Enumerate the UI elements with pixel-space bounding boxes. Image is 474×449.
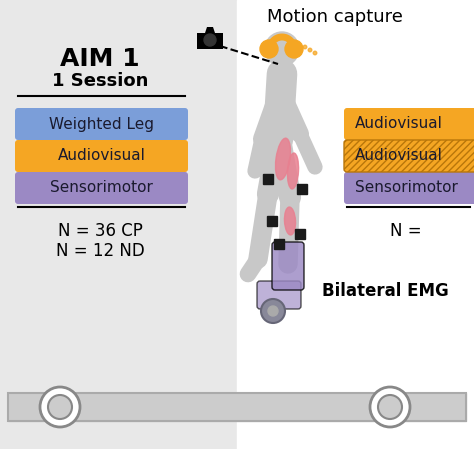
Text: N =: N = <box>390 222 422 240</box>
FancyBboxPatch shape <box>344 172 474 204</box>
Text: Audiovisual: Audiovisual <box>355 149 443 163</box>
Text: N = 36 CP: N = 36 CP <box>57 222 143 240</box>
Circle shape <box>48 395 72 419</box>
Circle shape <box>370 387 410 427</box>
Text: Audiovisual: Audiovisual <box>57 149 146 163</box>
FancyBboxPatch shape <box>15 140 188 172</box>
Bar <box>8 393 466 421</box>
Text: Weighted Leg: Weighted Leg <box>49 116 154 132</box>
Bar <box>0 0 237 449</box>
Text: 1 Session: 1 Session <box>52 72 148 90</box>
Bar <box>8 393 466 421</box>
Circle shape <box>268 306 278 316</box>
Bar <box>274 239 284 249</box>
Circle shape <box>378 395 402 419</box>
Text: Motion capture: Motion capture <box>267 8 403 26</box>
Circle shape <box>313 51 317 55</box>
Text: Sensorimotor: Sensorimotor <box>50 180 153 195</box>
Circle shape <box>40 387 80 427</box>
FancyBboxPatch shape <box>344 108 474 140</box>
FancyBboxPatch shape <box>257 281 301 309</box>
Bar <box>237 0 474 449</box>
Circle shape <box>265 32 299 66</box>
Circle shape <box>285 40 303 58</box>
FancyBboxPatch shape <box>15 108 188 140</box>
Polygon shape <box>205 27 215 33</box>
Text: Bilateral EMG: Bilateral EMG <box>322 282 448 300</box>
Text: Sensorimotor: Sensorimotor <box>355 180 458 195</box>
Circle shape <box>204 34 216 46</box>
Text: Audiovisual: Audiovisual <box>355 116 443 132</box>
FancyBboxPatch shape <box>272 242 304 290</box>
Bar <box>267 216 277 226</box>
Ellipse shape <box>275 138 291 180</box>
Polygon shape <box>197 33 223 49</box>
Text: N = 12 ND: N = 12 ND <box>55 242 145 260</box>
Circle shape <box>260 40 278 58</box>
Circle shape <box>261 299 285 323</box>
FancyBboxPatch shape <box>344 140 474 172</box>
Ellipse shape <box>287 153 299 189</box>
Ellipse shape <box>284 207 296 235</box>
FancyBboxPatch shape <box>15 172 188 204</box>
Bar <box>297 184 307 194</box>
Text: AIM 1: AIM 1 <box>60 47 140 71</box>
Bar <box>263 174 273 184</box>
Circle shape <box>303 45 307 49</box>
Bar <box>295 229 305 239</box>
Circle shape <box>308 48 312 52</box>
